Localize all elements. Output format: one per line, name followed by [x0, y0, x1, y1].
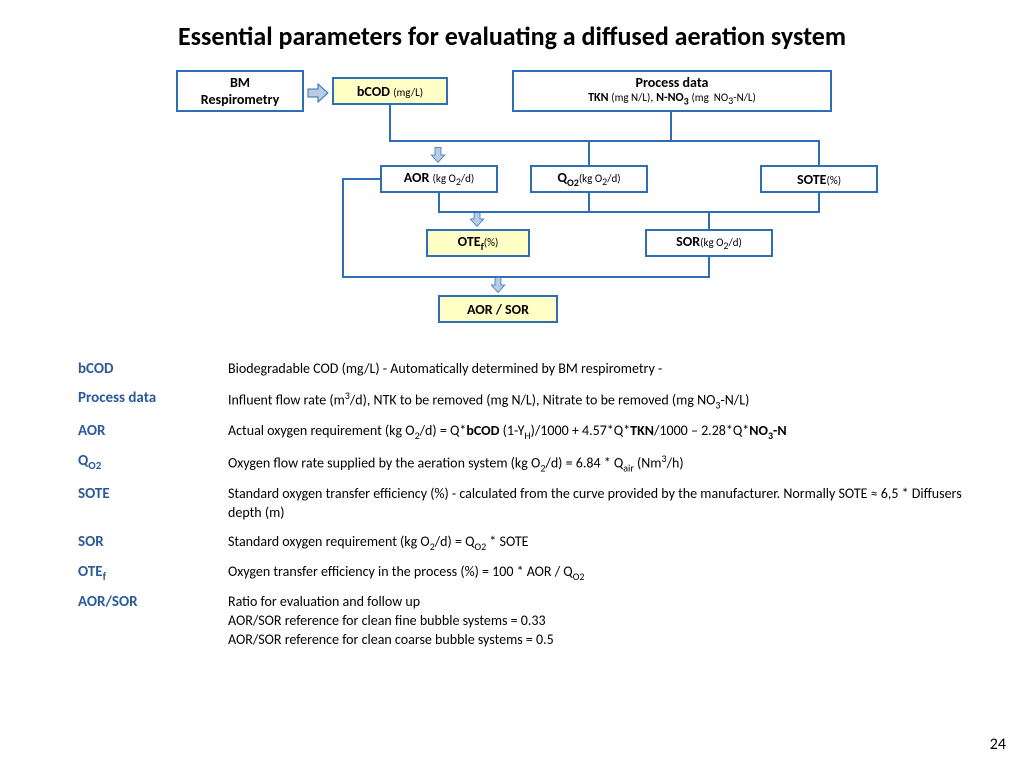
bm-label1: BM [230, 74, 250, 91]
process-line: TKN (mg N/L), N-NO3 (mg NO3-N/L) [588, 91, 756, 107]
bcod-unit: (mg/L) [393, 86, 423, 99]
box-aor: AOR (kg O2/d) [380, 165, 498, 193]
bcod-label: bCOD [357, 83, 390, 100]
def-desc: Biodegradable COD (mg/L) - Automatically… [228, 360, 968, 379]
box-bm-respirometry: BM Respirometry [176, 70, 304, 112]
def-term: OTEf [78, 563, 228, 583]
box-otef: OTEf(%) [426, 229, 530, 257]
def-term: AOR/SOR [78, 593, 228, 611]
def-desc: Standard oxygen transfer efficiency (%) … [228, 485, 968, 523]
def-term: QO2 [78, 452, 228, 472]
def-row: QO2 Oxygen flow rate supplied by the aer… [78, 452, 968, 475]
slide-title: Essential parameters for evaluating a di… [0, 0, 1024, 52]
def-desc: Standard oxygen requirement (kg O2/d) = … [228, 533, 968, 553]
def-row: Process data Influent flow rate (m3/d), … [78, 389, 968, 412]
def-desc: Oxygen flow rate supplied by the aeratio… [228, 452, 968, 475]
flowchart: BM Respirometry bCOD (mg/L) Process data… [80, 70, 880, 330]
box-qo2: QO2(kg O2/d) [530, 165, 648, 193]
arrow-bm-to-bcod [306, 81, 330, 105]
def-row: bCOD Biodegradable COD (mg/L) - Automati… [78, 360, 968, 379]
def-row: OTEf Oxygen transfer efficiency in the p… [78, 563, 968, 583]
def-term: SOTE [78, 485, 228, 503]
def-row: AOR Actual oxygen requirement (kg O2/d) … [78, 422, 968, 442]
arrow-down-3 [489, 276, 507, 294]
box-aorsor: AOR / SOR [438, 295, 558, 323]
def-term: bCOD [78, 360, 228, 378]
box-bcod: bCOD (mg/L) [332, 77, 448, 105]
def-term: SOR [78, 533, 228, 551]
aorsor-label: AOR / SOR [467, 301, 529, 318]
def-desc: Influent flow rate (m3/d), NTK to be rem… [228, 389, 968, 412]
def-term: AOR [78, 422, 228, 440]
def-row: SOTE Standard oxygen transfer efficiency… [78, 485, 968, 523]
def-desc: Oxygen transfer efficiency in the proces… [228, 563, 968, 583]
def-row: AOR/SOR Ratio for evaluation and follow … [78, 593, 968, 650]
def-term: Process data [78, 389, 228, 407]
page-number: 24 [990, 735, 1006, 754]
box-process-data: Process data TKN (mg N/L), N-NO3 (mg NO3… [512, 70, 832, 112]
definitions-table: bCOD Biodegradable COD (mg/L) - Automati… [78, 360, 968, 660]
def-desc: Actual oxygen requirement (kg O2/d) = Q*… [228, 422, 968, 442]
box-sote: SOTE(%) [760, 165, 878, 193]
process-title: Process data [636, 74, 709, 91]
def-row: SOR Standard oxygen requirement (kg O2/d… [78, 533, 968, 553]
arrow-down-1 [429, 146, 447, 164]
bm-label2: Respirometry [201, 91, 279, 108]
box-sor: SOR(kg O2/d) [645, 229, 773, 257]
def-desc: Ratio for evaluation and follow upAOR/SO… [228, 593, 968, 650]
